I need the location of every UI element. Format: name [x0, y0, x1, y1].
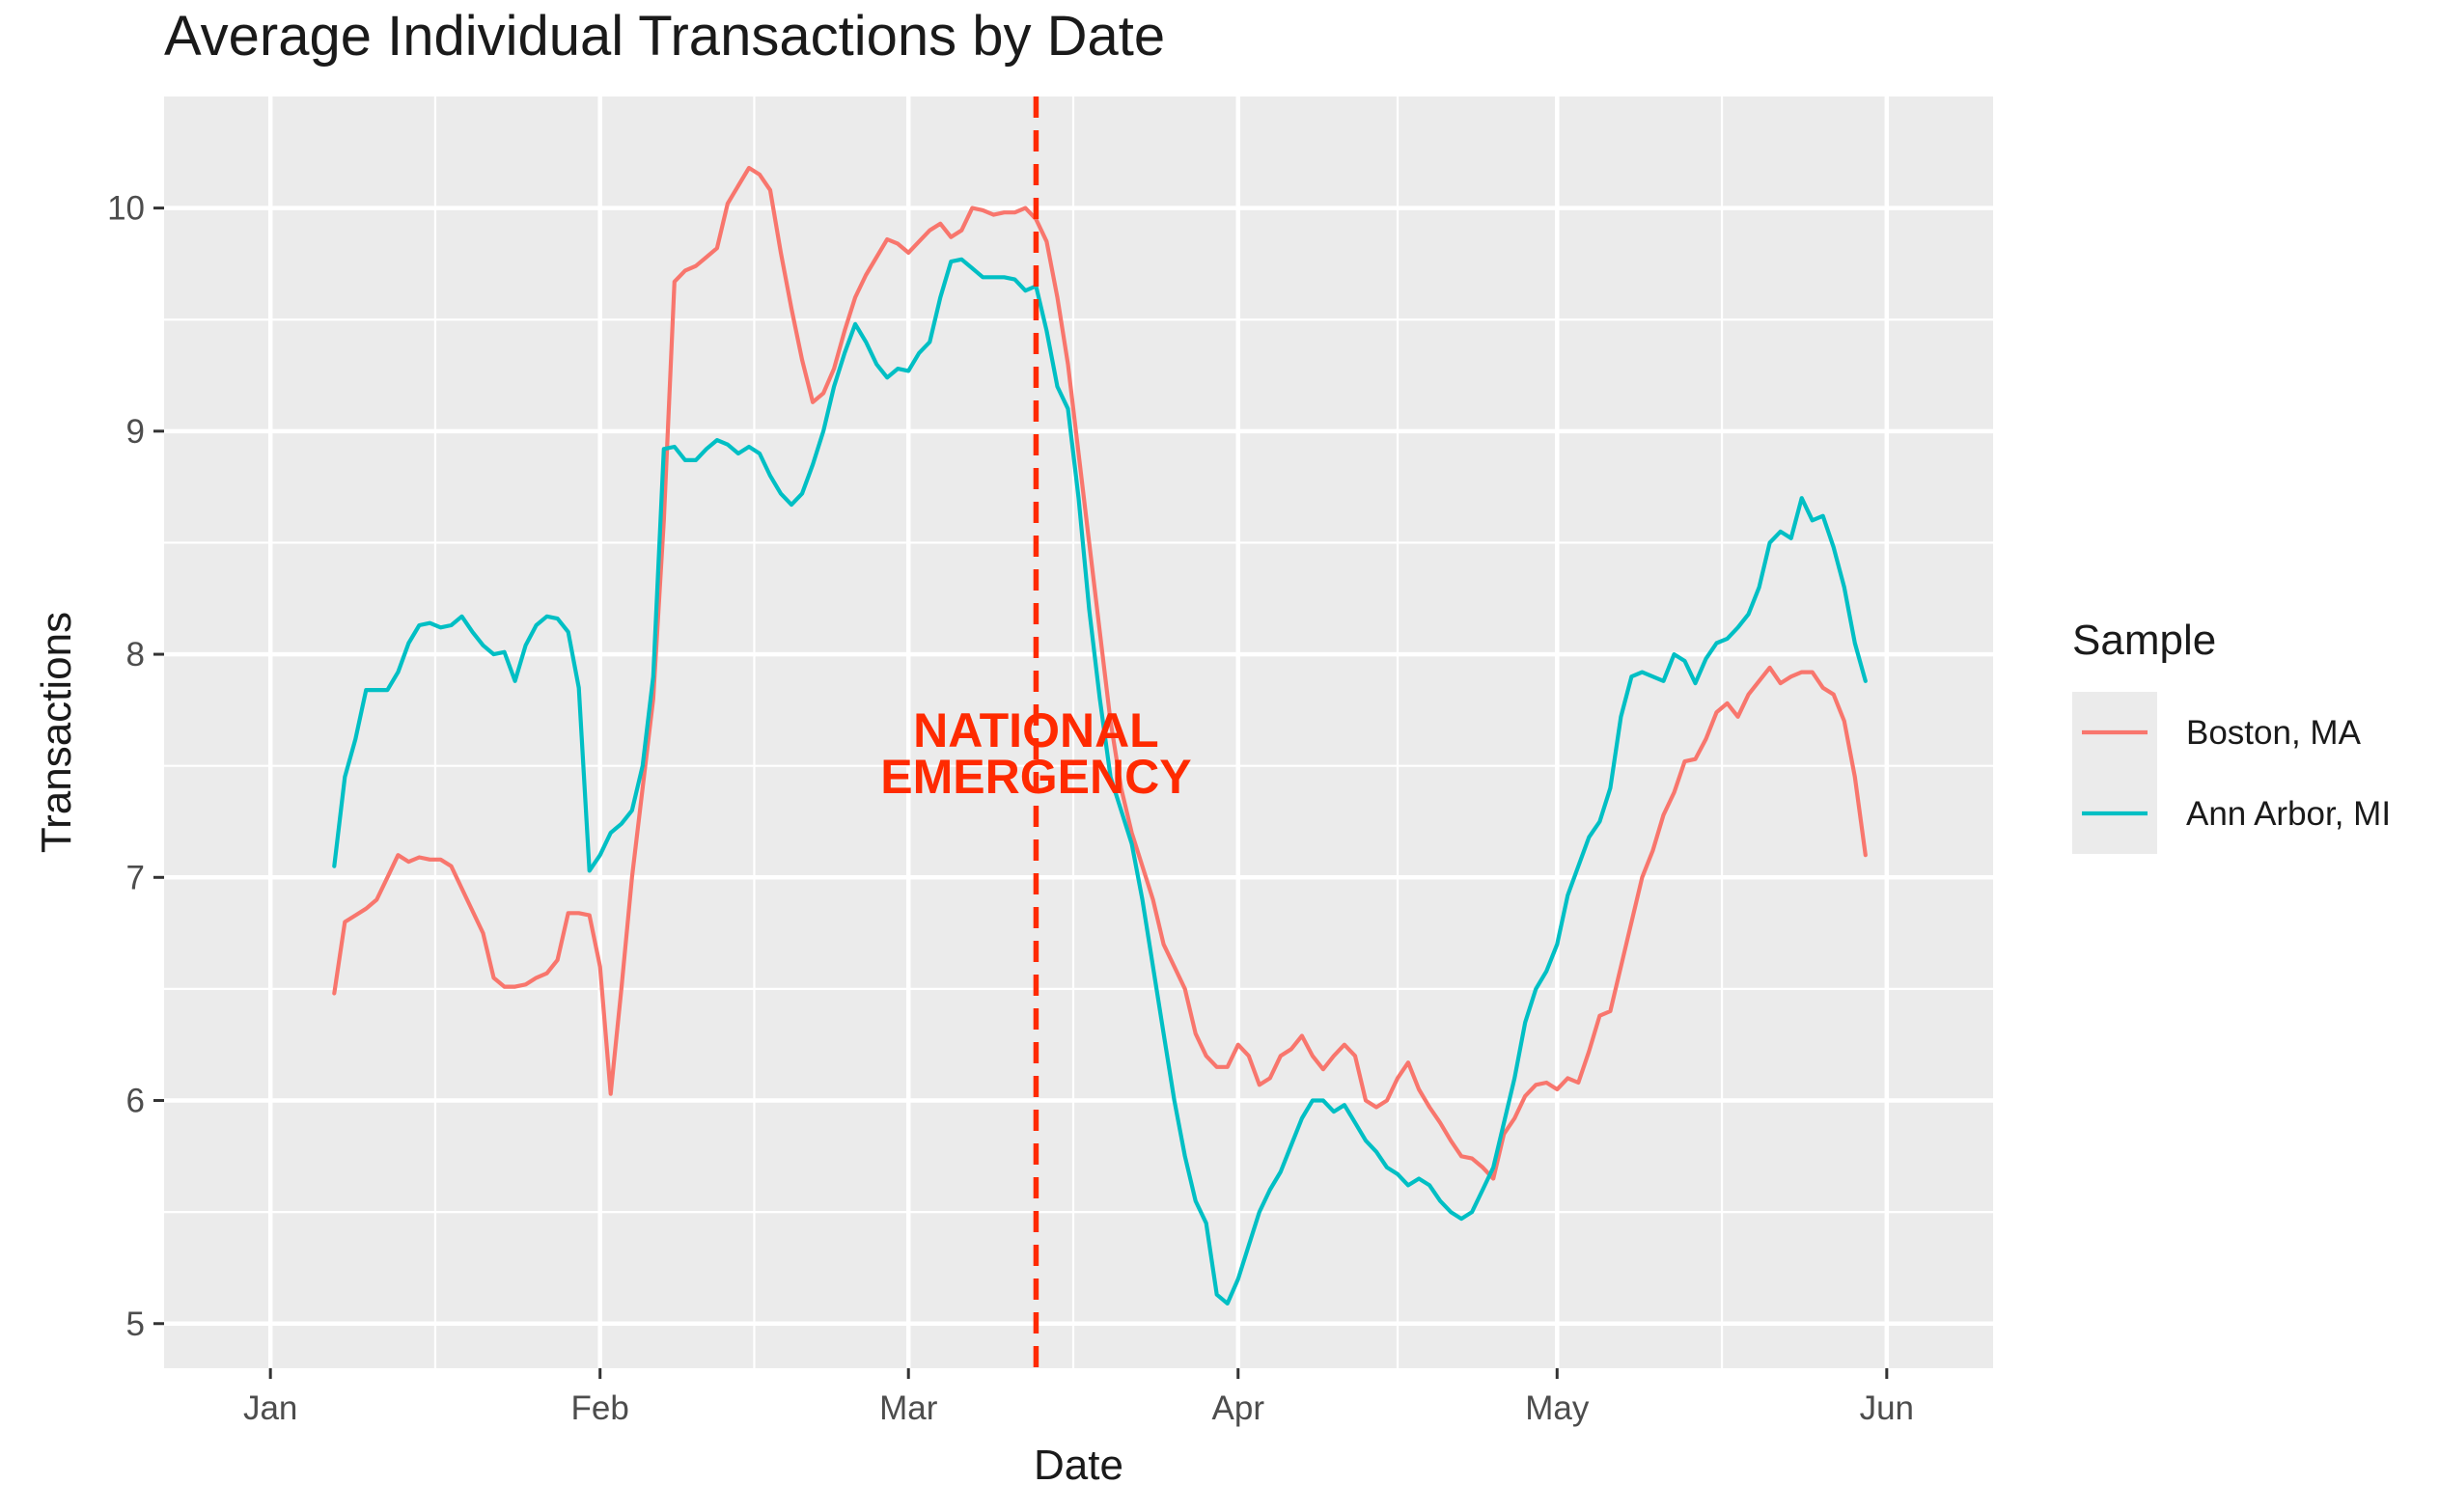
x-axis-title: Date — [1034, 1442, 1123, 1489]
plot-panel — [164, 96, 1993, 1368]
legend-label: Boston, MA — [2186, 714, 2362, 752]
annotation-label-line: EMERGENCY — [880, 750, 1191, 804]
y-tick-label: 5 — [126, 1306, 145, 1343]
x-tick-label: Apr — [1212, 1389, 1265, 1427]
legend-label: Ann Arbor, MI — [2186, 795, 2391, 833]
y-axis: 5 6 7 8 9 10 — [107, 190, 164, 1343]
series-layer — [332, 165, 1868, 1306]
y-tick-label: 7 — [126, 859, 145, 896]
legend-title: Sample — [2072, 617, 2216, 664]
y-tick-label: 10 — [107, 190, 145, 228]
minor-gridlines — [164, 96, 1993, 1368]
y-tick-label: 9 — [126, 413, 145, 451]
x-tick-label: Jun — [1860, 1389, 1914, 1427]
x-tick-label: Jan — [243, 1389, 297, 1427]
x-tick-label: May — [1525, 1389, 1590, 1427]
major-gridlines — [164, 96, 1993, 1368]
x-tick-label: Feb — [571, 1389, 629, 1427]
x-tick-label: Mar — [879, 1389, 938, 1427]
series-line-0 — [332, 165, 1868, 1181]
legend: Sample Boston, MA Ann Arbor, MI — [2072, 617, 2391, 854]
y-tick-label: 6 — [126, 1083, 145, 1120]
chart-title: Average Individual Transactions by Date — [164, 5, 1165, 68]
x-axis: Jan Feb Mar Apr May Jun — [243, 1368, 1914, 1427]
series-line-1 — [332, 257, 1868, 1306]
annotation-label-line: NATIONAL — [913, 703, 1159, 757]
y-tick-label: 8 — [126, 636, 145, 674]
y-axis-title: Transactions — [33, 612, 80, 853]
